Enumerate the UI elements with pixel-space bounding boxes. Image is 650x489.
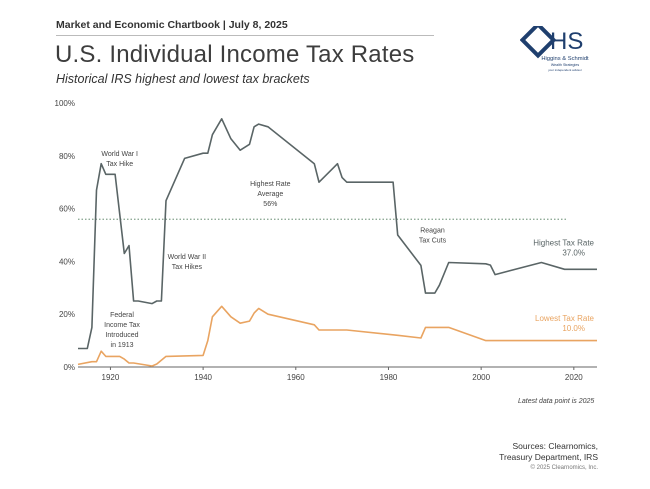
x-tick-label: 1940 <box>194 373 212 382</box>
chart-title: U.S. Individual Income Tax Rates <box>55 41 415 68</box>
logo-diamond-icon <box>519 21 557 59</box>
lowest-rate-label: Lowest Tax Rate <box>535 314 595 323</box>
annotation-label: World War II Tax Hikes <box>168 254 207 271</box>
lowest-rate-value: 10.0% <box>562 324 585 333</box>
highest-rate-line <box>78 118 597 350</box>
y-tick-label: 40% <box>59 257 75 266</box>
logo-line-3: your independent advisor <box>548 68 582 72</box>
copyright: © 2025 Clearnomics, Inc. <box>530 465 598 471</box>
sources-line-1: Sources: Clearnomics, <box>512 441 598 451</box>
y-tick-label: 0% <box>63 363 75 372</box>
chartbook-header: Market and Economic Chartbook | July 8, … <box>56 19 288 31</box>
annotation-label: Highest Rate Average 56% <box>250 181 291 208</box>
annotation-label: Federal Income Tax Introduced in 1913 <box>104 312 140 349</box>
latest-data-note: Latest data point is 2025 <box>518 398 595 405</box>
highest-rate-label: Highest Tax Rate <box>533 239 594 248</box>
company-logo: HS Higgins & Schmidt Wealth Strategies y… <box>519 21 610 76</box>
sources-line-2: Treasury Department, IRS <box>499 452 598 462</box>
logo-line-2: Wealth Strategies <box>551 63 580 67</box>
y-tick-label: 100% <box>55 99 75 108</box>
sources: Sources: Clearnomics, Treasury Departmen… <box>499 441 598 463</box>
chart-subtitle: Historical IRS highest and lowest tax br… <box>56 72 310 86</box>
logo-line-1: Higgins & Schmidt <box>541 56 589 62</box>
annotation-label: World War I Tax Hike <box>101 151 138 168</box>
y-tick-label: 60% <box>59 205 75 214</box>
x-tick-label: 1980 <box>380 373 398 382</box>
highest-rate-value: 37.0% <box>562 249 585 258</box>
x-tick-label: 1960 <box>287 373 305 382</box>
x-tick-label: 2020 <box>565 373 583 382</box>
logo-mark: HS <box>550 28 583 55</box>
x-tick-label: 1920 <box>102 373 120 382</box>
x-tick-label: 2000 <box>472 373 490 382</box>
lowest-rate-line <box>77 305 597 367</box>
y-tick-label: 20% <box>59 310 75 319</box>
y-tick-label: 80% <box>59 152 75 161</box>
annotation-label: Reagan Tax Cuts <box>419 227 447 244</box>
header-divider <box>56 35 434 36</box>
